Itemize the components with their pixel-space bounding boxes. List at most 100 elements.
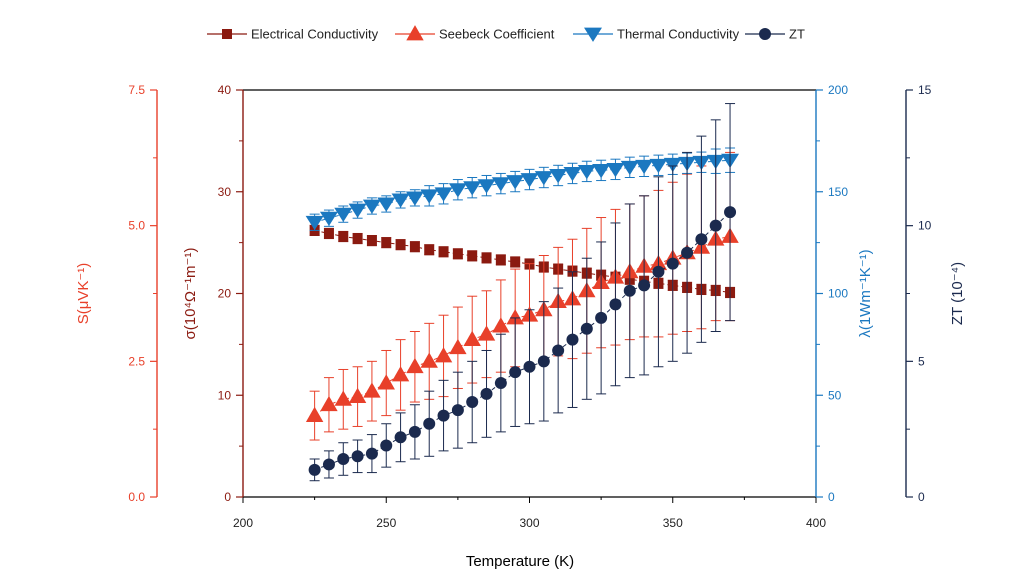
sigma-axis-title: σ(10⁴Ω⁻¹m⁻¹) [182,248,199,340]
zt-point [394,431,407,444]
seebeck-point [305,406,324,423]
sigma-point [352,233,363,244]
sigma-point [510,256,521,267]
zt-point [609,298,622,311]
zt-point [466,396,479,409]
sigma-tick-label: 30 [218,185,232,199]
lambda-point [391,193,410,208]
legend-label-zt: ZT [789,27,805,42]
zt-point [523,360,536,373]
seebeck-tick-label: 0.0 [128,490,145,504]
seebeck-tick-label: 5.0 [128,219,145,233]
seebeck-point [334,390,352,406]
legend-label-seebeck: Seebeck Coefficient [439,27,555,42]
x-tick-label: 300 [519,516,539,530]
zt-point [666,257,679,270]
lambda-point [420,189,439,204]
lambda-point [305,215,324,231]
legend-label-sigma: Electrical Conductivity [251,27,379,42]
seebeck-point [363,382,381,398]
lambda-point [362,199,381,214]
lambda-point [377,197,396,212]
lambda-point [663,157,682,173]
zt-point [580,322,593,335]
zt-point [480,387,493,400]
lambda-point [319,211,338,227]
lambda-point [606,162,625,178]
x-tick-label: 350 [663,516,683,530]
zt-point [652,265,665,278]
x-tick-label: 250 [376,516,396,530]
seebeck-point [391,366,410,382]
lambda-point [463,181,482,196]
sigma-tick-label: 10 [218,388,232,402]
zt-point [537,355,550,368]
legend-label-lambda: Thermal Conductivity [617,27,740,42]
zt-tick-label: 15 [918,83,932,97]
zt-point [451,404,464,417]
zt-point [709,219,722,232]
lambda-point [620,160,639,176]
zt-point [695,233,708,246]
sigma-tick-label: 20 [218,287,232,301]
sigma-point [452,248,463,259]
lambda-axis-title: λ(1Wm⁻¹K⁻¹) [857,249,874,337]
seebeck-point [348,387,367,404]
lambda-tick-label: 200 [828,83,848,97]
lambda-point [534,171,553,186]
legend-marker-seebeck [406,25,424,41]
lambda-point [577,164,596,180]
zt-point [351,450,364,463]
sigma-point [424,244,435,255]
lambda-tick-label: 100 [828,287,848,301]
lambda-point [491,177,510,192]
zt-point [566,333,579,346]
lambda-series [305,147,740,231]
seebeck-point [377,374,395,390]
zt-point [408,425,421,438]
zt-point [509,366,522,379]
sigma-point [438,246,449,257]
zt-point [681,246,694,259]
lambda-point [592,163,611,179]
sigma-tick-label: 40 [218,83,232,97]
sigma-point [323,228,334,239]
sigma-point [481,252,492,263]
zt-point [638,279,651,292]
lambda-point [563,167,582,182]
plot-area [305,103,740,482]
zt-line [314,211,731,471]
lambda-point [635,159,654,175]
lambda-point [520,173,539,188]
zt-point [494,377,507,390]
seebeck-point [463,330,481,347]
lambda-point [649,158,668,174]
zt-tick-label: 10 [918,219,932,233]
x-tick-label: 400 [806,516,826,530]
sigma-point [467,250,478,261]
zt-tick-label: 0 [918,490,925,504]
zt-point [308,463,321,476]
seebeck-point [449,338,467,355]
seebeck-point [492,317,510,333]
zt-point [623,284,636,297]
lambda-line [314,159,731,223]
lambda-point [348,203,367,218]
zt-point [595,311,608,324]
legend-marker-lambda [584,27,602,42]
sigma-point [338,231,349,242]
seebeck-tick-label: 2.5 [128,354,145,368]
sigma-point [366,235,377,246]
x-tick-label: 200 [233,516,253,530]
seebeck-point [477,325,496,341]
sigma-point [395,239,406,250]
sigma-point [495,254,506,265]
lambda-tick-label: 0 [828,490,835,504]
lambda-point [405,191,424,206]
seebeck-point [406,357,424,374]
lambda-point [549,169,568,184]
seebeck-point [420,352,438,368]
lambda-tick-label: 50 [828,388,842,402]
legend-marker-zt [759,28,771,40]
